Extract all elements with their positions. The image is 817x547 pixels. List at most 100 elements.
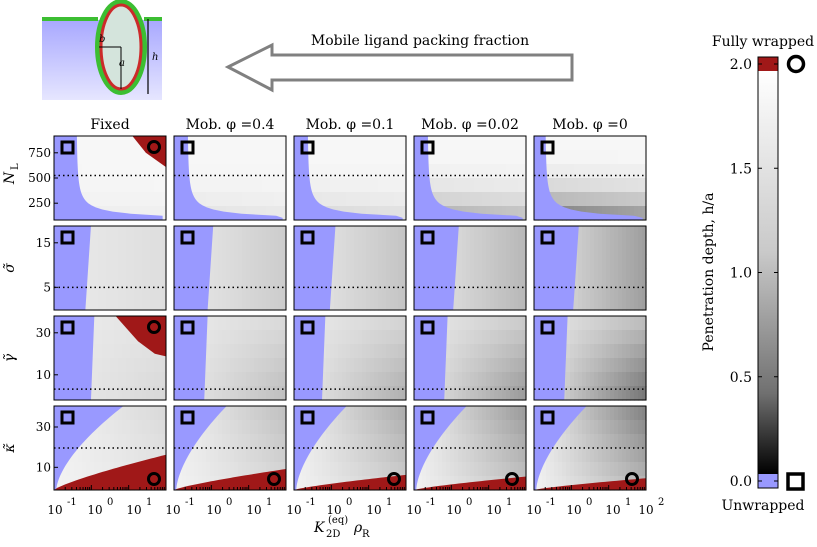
heat-cell xyxy=(366,386,371,401)
heat-cell xyxy=(206,462,211,477)
heat-cell xyxy=(518,434,523,449)
heat-cell xyxy=(574,178,579,193)
heat-cell xyxy=(522,282,527,297)
heat-cell xyxy=(338,330,343,345)
heat-cell xyxy=(638,268,643,283)
column-title: Mob. φ =0.02 xyxy=(421,117,519,133)
heat-cell xyxy=(78,164,83,179)
heat-cell xyxy=(458,358,463,373)
heat-cell xyxy=(606,164,611,179)
heat-cell xyxy=(514,178,519,193)
heat-cell xyxy=(162,192,167,207)
heat-cell xyxy=(230,372,235,387)
heat-cell xyxy=(94,164,99,179)
heat-cell xyxy=(502,150,507,165)
heat-cell xyxy=(550,164,555,179)
heat-cell xyxy=(246,282,251,297)
heat-cell xyxy=(634,448,639,463)
heat-cell xyxy=(226,316,231,331)
heat-cell xyxy=(494,136,499,151)
heat-cell xyxy=(354,192,359,207)
heat-cell xyxy=(110,420,115,435)
heat-cell xyxy=(254,136,259,151)
heat-cell xyxy=(502,386,507,401)
heat-cell xyxy=(234,406,239,421)
heat-cell xyxy=(462,192,467,207)
heat-cell xyxy=(610,136,615,151)
heat-cell xyxy=(262,462,267,477)
heat-cell xyxy=(350,178,355,193)
heat-cell xyxy=(302,476,307,491)
heat-cell xyxy=(398,386,403,401)
heat-cell xyxy=(354,150,359,165)
heat-cell xyxy=(498,406,503,421)
heat-cell xyxy=(366,434,371,449)
heat-cell xyxy=(462,150,467,165)
heat-cell xyxy=(454,192,459,207)
heat-cell xyxy=(242,226,247,241)
row-ylabel-sigma: σ̃ xyxy=(2,263,18,273)
heat-cell xyxy=(370,406,375,421)
heat-cell xyxy=(622,226,627,241)
heat-cell xyxy=(374,372,379,387)
unwrapped-region xyxy=(294,136,403,220)
heat-cell xyxy=(206,296,211,311)
heat-cell xyxy=(274,406,279,421)
heat-cell xyxy=(514,406,519,421)
heat-cell xyxy=(490,330,495,345)
heat-cell xyxy=(454,330,459,345)
heat-cell xyxy=(350,164,355,179)
heat-cell xyxy=(362,226,367,241)
heat-cell xyxy=(594,226,599,241)
heat-cell xyxy=(590,372,595,387)
heat-cell xyxy=(130,434,135,449)
heat-cell xyxy=(642,372,647,387)
heat-cell xyxy=(630,372,635,387)
heat-cell xyxy=(118,296,123,311)
heat-cell xyxy=(402,330,407,345)
heat-cell xyxy=(618,330,623,345)
heat-cell xyxy=(506,268,511,283)
heat-cell xyxy=(94,226,99,241)
heat-cell xyxy=(398,372,403,387)
heat-cell xyxy=(218,420,223,435)
heat-cell xyxy=(562,178,567,193)
heat-cell xyxy=(90,268,95,283)
heat-cell xyxy=(478,296,483,311)
heat-cell xyxy=(246,192,251,207)
heat-cell xyxy=(366,268,371,283)
heat-cell xyxy=(602,406,607,421)
heat-cell xyxy=(278,406,283,421)
heat-cell xyxy=(234,316,239,331)
heat-cell xyxy=(454,476,459,491)
heat-cell xyxy=(598,296,603,311)
heat-cell xyxy=(402,192,407,207)
heat-cell xyxy=(634,296,639,311)
heat-cell xyxy=(262,268,267,283)
heat-cell xyxy=(514,136,519,151)
heat-cell xyxy=(362,268,367,283)
wrapped-circle-marker xyxy=(147,320,161,334)
heat-cell xyxy=(130,136,135,151)
heat-cell xyxy=(514,420,519,435)
heat-cell xyxy=(522,358,527,373)
heat-cell xyxy=(606,420,611,435)
heat-cell xyxy=(98,282,103,297)
heat-cell xyxy=(322,476,327,491)
heat-cell xyxy=(618,420,623,435)
heat-cell xyxy=(274,192,279,207)
heat-cell xyxy=(522,164,527,179)
heat-cell xyxy=(262,448,267,463)
heat-cell xyxy=(322,178,327,193)
colorbar-square-marker xyxy=(786,472,805,491)
heat-cell xyxy=(110,226,115,241)
heat-cell xyxy=(578,192,583,207)
heat-cell xyxy=(638,282,643,297)
heat-cell xyxy=(482,448,487,463)
x-tick-base: 10 xyxy=(486,503,501,517)
heat-cell xyxy=(382,386,387,401)
x-tick-label: 101 xyxy=(246,497,272,517)
heat-cell xyxy=(242,420,247,435)
heat-cell xyxy=(362,372,367,387)
heat-cell xyxy=(118,282,123,297)
